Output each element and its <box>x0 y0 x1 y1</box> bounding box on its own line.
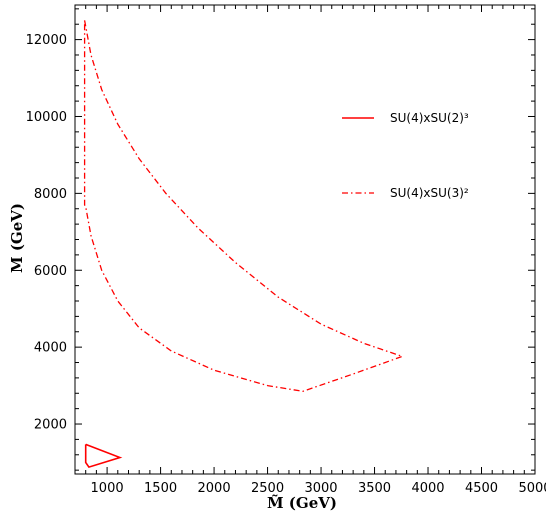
y-tick-label: 4000 <box>34 341 67 356</box>
legend-label-2: SU(4)xSU(3)² <box>390 186 469 200</box>
x-tick-label: 1000 <box>91 481 124 496</box>
x-tick-label: 2000 <box>198 481 231 496</box>
x-tick-label: 3000 <box>304 481 337 496</box>
x-tick-label: 4500 <box>465 481 498 496</box>
y-tick-label: 8000 <box>34 187 67 202</box>
x-tick-label: 2500 <box>251 481 284 496</box>
plot-frame <box>74 4 536 475</box>
x-tick-label: 3500 <box>358 481 391 496</box>
x-axis-title: M̃ (GeV) <box>267 494 337 512</box>
series-line-1 <box>84 443 123 469</box>
y-tick-label: 6000 <box>34 264 67 279</box>
y-tick-label: 10000 <box>26 110 67 125</box>
legend-label-1: SU(4)xSU(2)³ <box>390 111 469 125</box>
series-line-2 <box>83 20 405 392</box>
x-tick-label: 5000 <box>518 481 546 496</box>
y-tick-label: 2000 <box>34 418 67 433</box>
y-axis-title: M (GeV) <box>8 203 26 273</box>
y-tick-label: 12000 <box>26 33 67 48</box>
x-tick-label: 1500 <box>144 481 177 496</box>
x-tick-label: 4000 <box>411 481 444 496</box>
